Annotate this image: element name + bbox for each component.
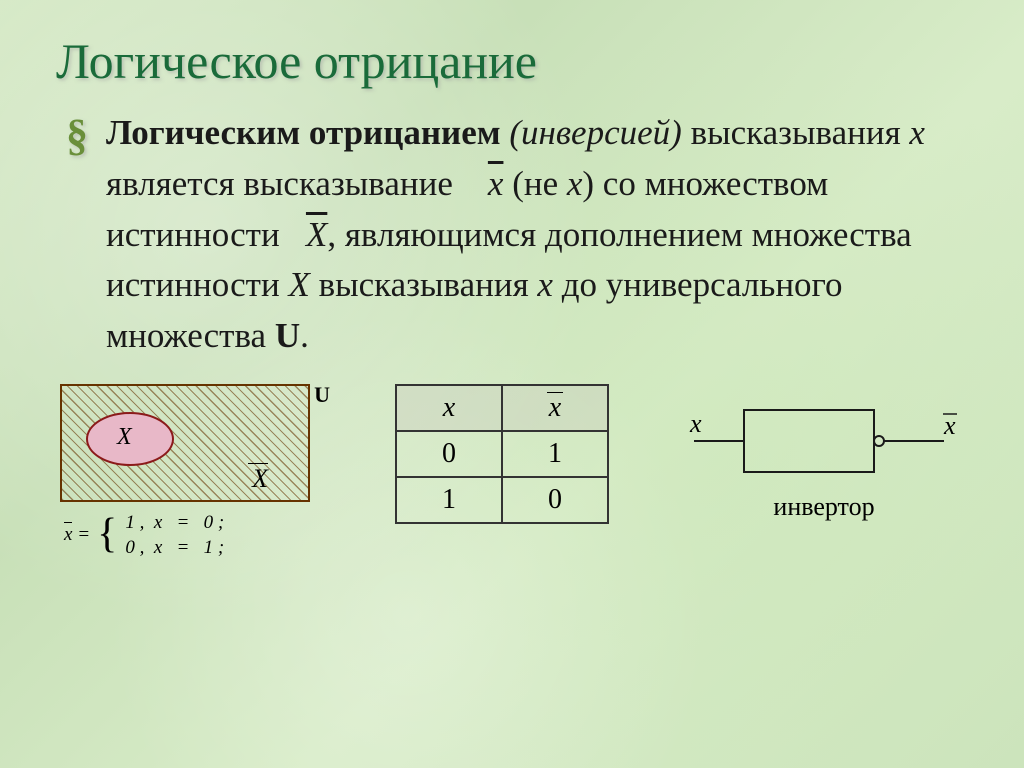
tt-h1-x: x [549, 392, 561, 423]
def-x3: x [537, 265, 553, 304]
def-Xbar: X [306, 215, 327, 254]
def-italic-paren: (инверсией) [509, 113, 681, 152]
table-row: 1 0 [396, 477, 608, 523]
def-XX: X [288, 265, 309, 304]
venn-x-inside: X [117, 424, 132, 451]
def-p1: высказывания [691, 113, 910, 152]
truth-table: x x 0 1 1 0 [395, 384, 609, 524]
tt-r1c1: 0 [502, 477, 608, 523]
inv-output: x [943, 411, 956, 440]
pw-lhs: x [64, 524, 72, 546]
tt-r0c0: 0 [396, 431, 502, 477]
def-p2: является высказывание [106, 164, 462, 203]
def-p3: (не [512, 164, 567, 203]
pw-case1: 1 , x = 0 ; [125, 512, 224, 534]
venn-rect: X U X [60, 384, 310, 502]
def-x2: x [567, 164, 583, 203]
inverter-caption: инвертор [684, 492, 964, 522]
tt-h0: x [396, 385, 502, 431]
inv-input: x [689, 409, 702, 438]
tt-r0c1: 1 [502, 431, 608, 477]
definition-block: § Логическим отрицанием (инверсией) выск… [56, 108, 968, 362]
tt-r1c0: 1 [396, 477, 502, 523]
def-x1: x [909, 113, 925, 152]
inverter-panel: x x инвертор [684, 384, 964, 522]
def-xbar: x [488, 164, 504, 203]
venn-panel: X U X x = { 1 , x = 0 ; 0 , x = 1 ; [60, 384, 320, 559]
inverter-svg: x x [684, 396, 964, 486]
venn-xbar-label: X [252, 464, 268, 494]
definition-text: Логическим отрицанием (инверсией) высказ… [106, 108, 968, 362]
def-p6: высказывания [310, 265, 538, 304]
def-bold: Логическим отрицанием [106, 113, 501, 152]
table-row: 0 1 [396, 431, 608, 477]
slide-title: Логическое отрицание [56, 32, 968, 90]
piecewise-def: x = { 1 , x = 0 ; 0 , x = 1 ; [60, 512, 320, 559]
def-dot: . [300, 316, 309, 355]
bullet-symbol: § [66, 114, 88, 158]
def-U: U [275, 316, 300, 355]
tt-h1: x [502, 385, 608, 431]
pw-eq: = [78, 524, 89, 546]
pw-brace: { [97, 518, 117, 552]
pw-case2: 0 , x = 1 ; [125, 537, 224, 559]
venn-u-label: U [314, 382, 330, 408]
